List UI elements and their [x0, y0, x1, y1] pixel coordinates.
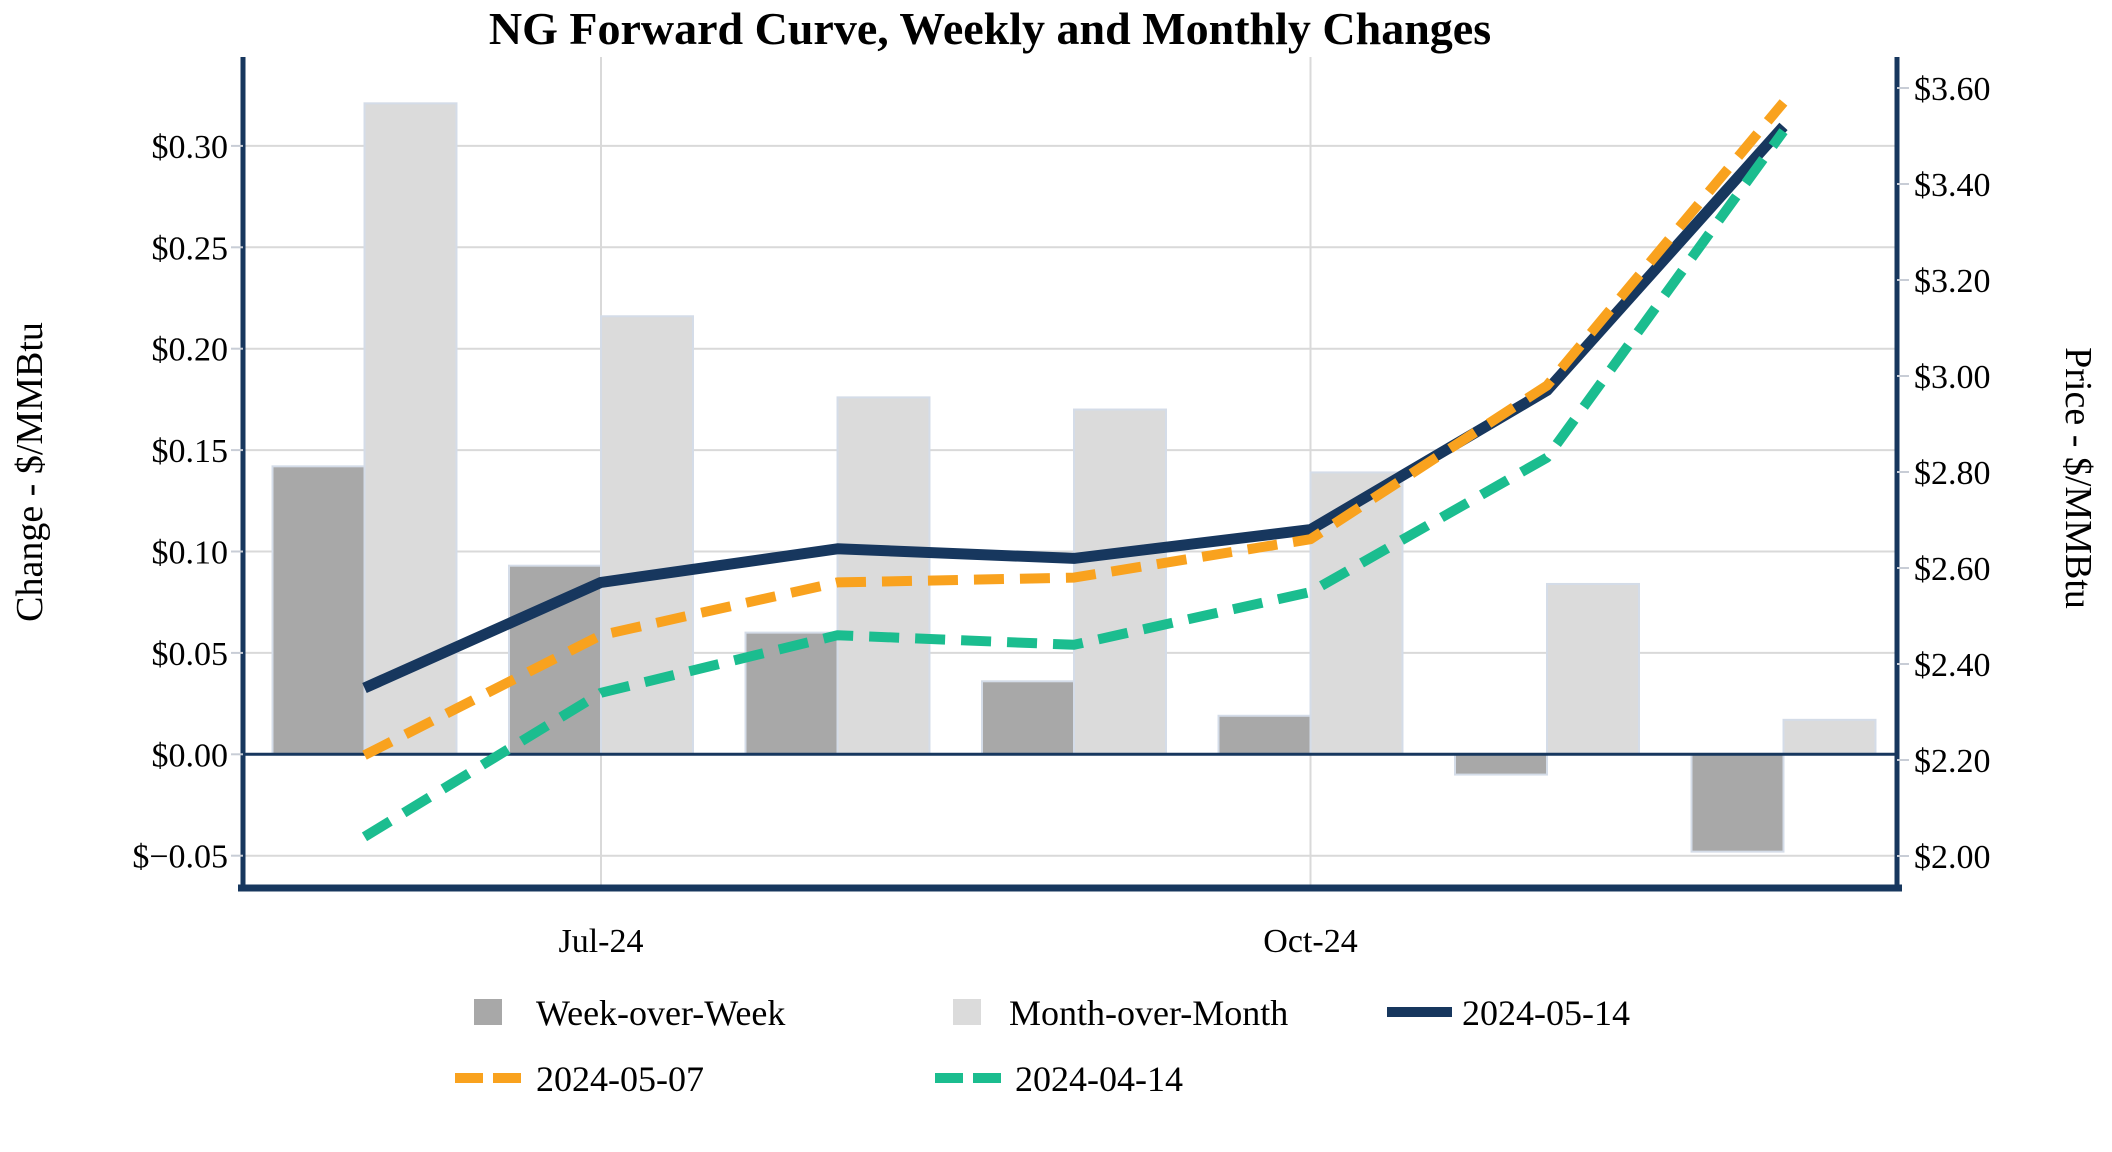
left-tick-label: $0.05 [152, 636, 229, 673]
legend-swatch-dash [493, 1073, 521, 1083]
left-tick-label: $0.25 [152, 230, 229, 267]
right-tick-label: $2.00 [1914, 839, 1991, 876]
left-axis-title: Change - $/MMBtu [9, 322, 51, 622]
plot-area: $0.30 $0.25 $0.20 $0.15 $0.10 $0.05 $0.00 $−0.0… [132, 57, 1991, 1099]
right-tick-label: $3.20 [1914, 263, 1991, 300]
legend-swatch-square [953, 999, 981, 1025]
bar-week-over-week [1217, 714, 1312, 756]
legend-swatch-line [1387, 1007, 1452, 1017]
left-tick-label: $0.30 [152, 129, 229, 166]
legend-label: 2024-05-07 [536, 1059, 704, 1099]
left-tick-label: $−0.05 [132, 839, 228, 876]
bar-month-over-month [1782, 718, 1877, 756]
left-tick-label: $0.20 [152, 332, 229, 369]
right-axis-title: Price - $/MMBtu [2057, 347, 2099, 609]
right-tick-label: $3.40 [1914, 167, 1991, 204]
legend-swatch-dash [973, 1073, 1001, 1083]
series-line-2024-04-14 [361, 128, 1788, 842]
x-tick-label: Jul-24 [559, 923, 644, 960]
right-tick-label: $2.60 [1914, 551, 1991, 588]
legend-label: 2024-04-14 [1015, 1059, 1183, 1099]
legend-swatch-dash [935, 1073, 963, 1083]
legend-label: Week-over-Week [536, 993, 785, 1033]
right-tick-label: $3.60 [1914, 71, 1991, 108]
bar-week-over-week [1690, 753, 1785, 853]
bar-month-over-month [1546, 582, 1640, 756]
legend-label: 2024-05-14 [1462, 993, 1630, 1033]
x-tick-label: Oct-24 [1263, 923, 1357, 960]
right-tick-label: $2.40 [1914, 647, 1991, 684]
right-tick-label: $3.00 [1914, 359, 1991, 396]
right-tick-label: $2.20 [1914, 743, 1991, 780]
chart-title: NG Forward Curve, Weekly and Monthly Cha… [489, 3, 1491, 54]
left-tick-label: $0.00 [152, 737, 229, 774]
legend-swatch-square [474, 999, 502, 1025]
bar-week-over-week [1454, 753, 1548, 776]
bar-week-over-week [271, 465, 366, 756]
left-tick-label: $0.10 [152, 535, 229, 572]
legend-swatch-dash [455, 1073, 483, 1083]
legend-label: Month-over-Month [1009, 993, 1288, 1033]
bar-month-over-month [836, 396, 931, 756]
left-tick-label: $0.15 [152, 433, 229, 470]
bar-week-over-week [981, 680, 1075, 756]
right-tick-label: $2.80 [1914, 455, 1991, 492]
series-line-2024-05-07 [362, 99, 1788, 760]
bar-month-over-month [1073, 408, 1167, 756]
